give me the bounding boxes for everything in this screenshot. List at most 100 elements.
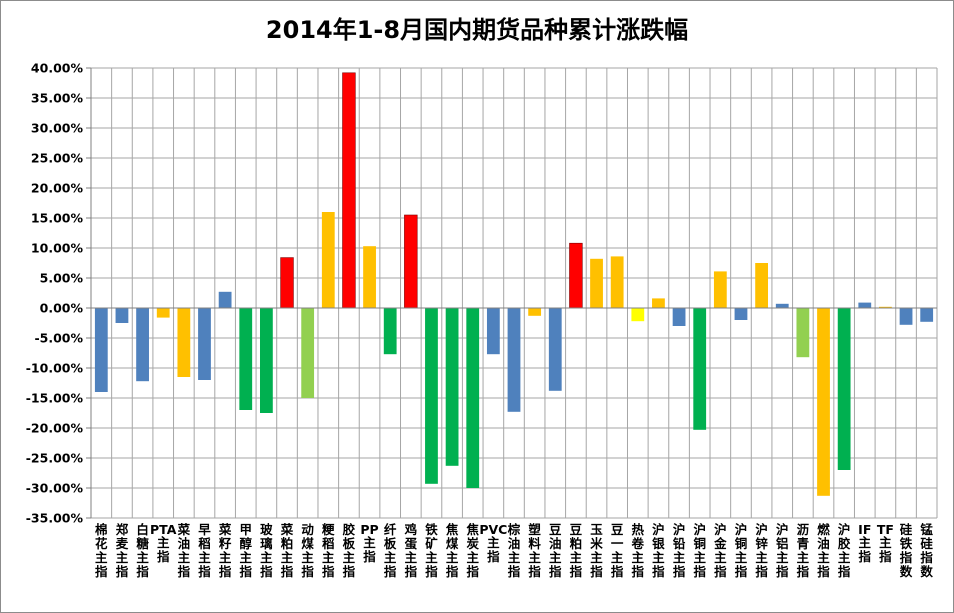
bar (280, 257, 294, 309)
y-tick-label: 25.00% (31, 151, 84, 166)
bar (879, 306, 892, 308)
x-tick-label: 沪金主指 (713, 522, 727, 579)
bar (342, 72, 356, 309)
bar (920, 308, 934, 322)
x-tick-label: 棕油主指 (507, 522, 521, 579)
x-tick-label: 沪铜主指 (735, 522, 748, 579)
x-tick-label: 白糖主指 (136, 522, 149, 579)
x-tick-label: 焦炭主指 (465, 522, 479, 579)
y-tick-label: -30.00% (26, 481, 84, 496)
bar (198, 308, 211, 380)
x-tick-label: 胶板主指 (343, 522, 356, 579)
y-tick-label: -15.00% (26, 391, 84, 406)
x-tick-label: 铁矿主指 (425, 522, 438, 579)
axes (90, 68, 937, 518)
x-tick-label: 沪胶主指 (838, 522, 851, 579)
x-tick-label: 甲醇主指 (239, 522, 252, 579)
x-tick-label: IF 主指 (858, 522, 871, 564)
bar (404, 214, 418, 309)
x-tick-label: 硅铁指数 (899, 522, 913, 579)
chart-title: 2014年1-8月国内期货品种累计涨跌幅 (265, 16, 689, 44)
bar (177, 308, 191, 377)
bar (486, 308, 500, 355)
bar (693, 308, 707, 430)
y-tick-label: 5.00% (40, 271, 84, 286)
bar (713, 271, 727, 308)
y-tick-label: 0.00% (40, 301, 84, 316)
y-tick-label: -5.00% (34, 331, 83, 346)
x-tick-label: 玻璃主指 (260, 522, 273, 579)
x-tick-label: 菜籽主指 (218, 522, 232, 579)
x-tick-label: 豆油主指 (549, 522, 562, 579)
bar (239, 308, 253, 410)
x-tick-label: PVC 主指 (479, 522, 507, 564)
x-tick-label: 沥青主指 (797, 522, 810, 579)
bars (94, 72, 934, 496)
bar (383, 308, 397, 355)
x-tick-label: 粳稻主指 (322, 522, 335, 579)
x-tick-label: 豆一主指 (611, 522, 624, 579)
bar (672, 308, 686, 326)
bar (507, 308, 521, 412)
bar (899, 308, 913, 325)
y-tick-label: -10.00% (26, 361, 84, 376)
bar (94, 308, 108, 392)
x-tick-label: 燃油主指 (817, 522, 830, 579)
bar (590, 258, 603, 308)
bar (817, 308, 830, 496)
x-tick-label: 锰硅指数 (919, 522, 933, 579)
bar (652, 298, 665, 308)
bar (301, 308, 315, 398)
bar (858, 302, 872, 308)
y-tick-label: 35.00% (31, 91, 84, 106)
bar (156, 308, 170, 318)
x-tick-label: 动煤主指 (301, 522, 314, 579)
y-axis-ticks: 40.00% 35.00% 30.00% 25.00% 20.00% 15.00% 10.0… (26, 61, 91, 526)
x-tick-label: 纤板主指 (384, 522, 397, 579)
bar (425, 308, 438, 484)
bar (466, 308, 480, 488)
x-tick-label: 热卷主指 (631, 522, 645, 579)
bar (136, 308, 149, 382)
y-tick-label: -35.00% (26, 511, 84, 526)
bar (115, 308, 129, 323)
bar (796, 308, 810, 358)
x-tick-label: 玉米主指 (589, 522, 603, 579)
x-tick-label: TF 主指 (877, 522, 894, 564)
bar (218, 291, 232, 308)
bar (631, 308, 645, 322)
y-tick-label: 20.00% (31, 181, 84, 196)
y-tick-label: 15.00% (31, 211, 84, 226)
x-tick-label: 菜粕主指 (280, 522, 294, 579)
x-tick-label: 鸡蛋主指 (404, 522, 418, 579)
x-tick-label: 沪铝主指 (776, 522, 789, 579)
x-tick-label: 沪铜主指 (693, 522, 706, 579)
x-tick-label: 早稻主指 (198, 522, 211, 579)
x-tick-label: 豆粕主指 (570, 522, 583, 579)
bar (610, 256, 624, 308)
x-tick-label: 菜油主指 (177, 522, 191, 579)
x-tick-label: 塑料主指 (528, 522, 541, 579)
bar (259, 308, 273, 413)
y-tick-label: 10.00% (31, 241, 84, 256)
y-tick-label: -25.00% (26, 451, 84, 466)
x-tick-label: PTA 主指 (150, 522, 177, 564)
bar (548, 308, 562, 391)
x-tick-label: 焦煤主指 (445, 522, 459, 579)
x-tick-label: 沪铅主指 (672, 522, 686, 579)
y-tick-label: 30.00% (31, 121, 84, 136)
bar (363, 246, 376, 308)
bar (569, 242, 583, 309)
bar (321, 212, 335, 308)
bar (837, 308, 851, 470)
x-tick-label: PP 主指 (360, 522, 378, 564)
bar (445, 308, 459, 466)
x-tick-label: 沪锌主指 (755, 522, 768, 579)
gridlines (90, 67, 938, 519)
x-tick-label: 郑麦主指 (116, 522, 129, 579)
x-tick-label: 棉花主指 (95, 522, 108, 579)
y-tick-label: 40.00% (31, 61, 84, 76)
bar (755, 263, 769, 308)
